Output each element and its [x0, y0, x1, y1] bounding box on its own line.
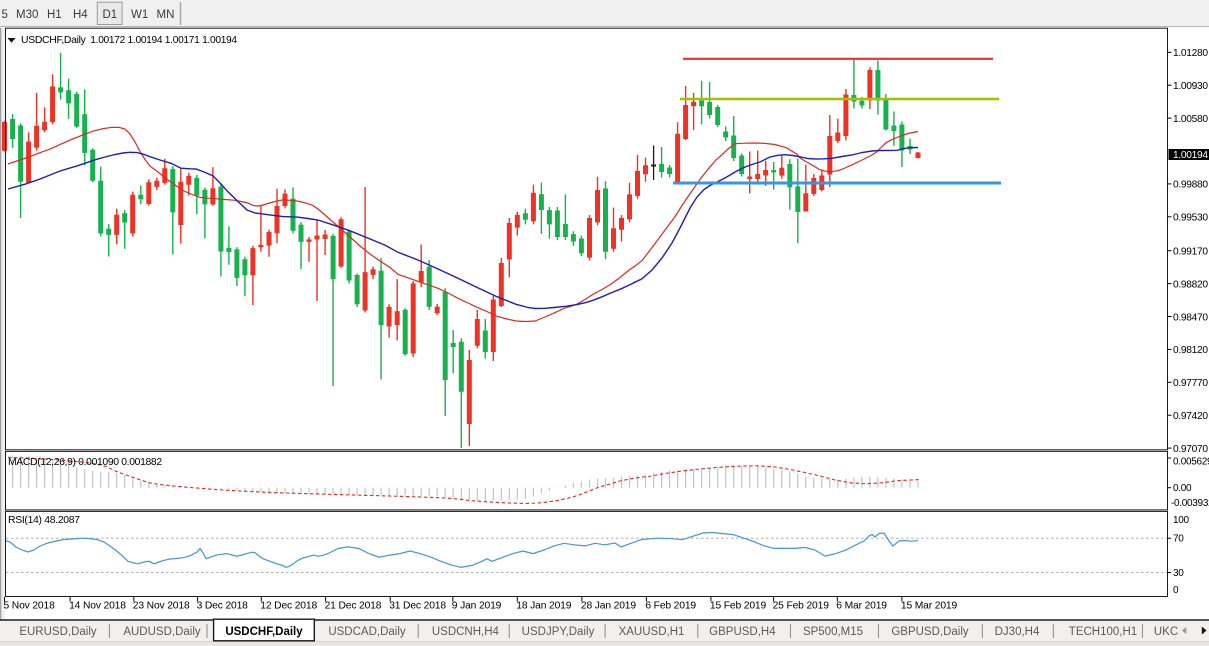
svg-text:USDCHF,Daily: USDCHF,Daily	[21, 35, 87, 46]
svg-text:0.98470: 0.98470	[1173, 312, 1208, 323]
svg-text:28 Jan 2019: 28 Jan 2019	[581, 601, 636, 612]
svg-text:SP500,M15: SP500,M15	[803, 626, 863, 638]
svg-text:14 Nov 2018: 14 Nov 2018	[69, 601, 126, 612]
svg-text:0.005629: 0.005629	[1173, 457, 1209, 468]
svg-text:1.00930: 1.00930	[1173, 81, 1208, 92]
svg-text:MN: MN	[157, 9, 175, 21]
svg-text:0.00: 0.00	[1173, 483, 1192, 494]
svg-text:31 Dec 2018: 31 Dec 2018	[389, 601, 446, 612]
svg-text:MACD(12,26,9) 0.001090 0.00188: MACD(12,26,9) 0.001090 0.001882	[8, 457, 162, 468]
svg-text:USDJPY,Daily: USDJPY,Daily	[522, 626, 595, 638]
svg-text:0.99880: 0.99880	[1173, 180, 1208, 191]
svg-text:1.01280: 1.01280	[1173, 48, 1208, 59]
svg-text:0.97770: 0.97770	[1173, 378, 1208, 389]
svg-text:15 Feb 2019: 15 Feb 2019	[710, 601, 767, 612]
svg-text:5 Nov 2018: 5 Nov 2018	[4, 601, 56, 612]
svg-text:GBPUSD,H4: GBPUSD,H4	[709, 626, 776, 638]
svg-text:DJ30,H4: DJ30,H4	[995, 626, 1040, 638]
svg-text:UKC: UKC	[1154, 626, 1178, 638]
svg-text:1.00194: 1.00194	[1173, 150, 1208, 161]
svg-text:30: 30	[1173, 568, 1184, 579]
svg-text:USDCAD,Daily: USDCAD,Daily	[328, 626, 406, 638]
svg-text:H1: H1	[47, 9, 62, 21]
svg-text:21 Dec 2018: 21 Dec 2018	[325, 601, 382, 612]
svg-text:TECH100,H1: TECH100,H1	[1069, 626, 1137, 638]
svg-text:0.98820: 0.98820	[1173, 279, 1208, 290]
svg-text:0: 0	[1173, 585, 1179, 596]
svg-text:0.97070: 0.97070	[1173, 444, 1208, 455]
svg-text:5: 5	[2, 9, 8, 21]
svg-text:EURUSD,Daily: EURUSD,Daily	[19, 626, 97, 638]
svg-text:M30: M30	[16, 9, 38, 21]
svg-text:GBPUSD,Daily: GBPUSD,Daily	[891, 626, 969, 638]
svg-text:USDCNH,H4: USDCNH,H4	[432, 626, 500, 638]
svg-text:70: 70	[1173, 534, 1184, 545]
svg-text:9 Jan 2019: 9 Jan 2019	[452, 601, 502, 612]
svg-text:0.97420: 0.97420	[1173, 411, 1208, 422]
svg-text:23 Nov 2018: 23 Nov 2018	[133, 601, 190, 612]
svg-text:12 Dec 2018: 12 Dec 2018	[260, 601, 317, 612]
svg-text:0.98120: 0.98120	[1173, 345, 1208, 356]
svg-text:W1: W1	[131, 9, 148, 21]
svg-text:100: 100	[1173, 515, 1190, 526]
svg-text:AUDUSD,Daily: AUDUSD,Daily	[123, 626, 201, 638]
svg-text:D1: D1	[103, 9, 118, 21]
svg-text:3 Dec 2018: 3 Dec 2018	[197, 601, 249, 612]
svg-text:25 Feb 2019: 25 Feb 2019	[773, 601, 830, 612]
svg-text:18 Jan 2019: 18 Jan 2019	[516, 601, 571, 612]
svg-text:1.00172 1.00194 1.00171 1.0019: 1.00172 1.00194 1.00171 1.00194	[90, 35, 237, 46]
svg-text:H4: H4	[73, 9, 88, 21]
svg-text:RSI(14) 48.2087: RSI(14) 48.2087	[8, 515, 80, 526]
svg-text:6 Mar 2019: 6 Mar 2019	[836, 601, 887, 612]
svg-text:XAUUSD,H1: XAUUSD,H1	[619, 626, 685, 638]
svg-text:0.99170: 0.99170	[1173, 247, 1208, 258]
svg-text:1.00580: 1.00580	[1173, 114, 1208, 125]
svg-text:-0.003932: -0.003932	[1171, 498, 1209, 509]
svg-text:USDCHF,Daily: USDCHF,Daily	[225, 626, 303, 638]
svg-text:6 Feb 2019: 6 Feb 2019	[645, 601, 696, 612]
svg-text:15 Mar 2019: 15 Mar 2019	[901, 601, 958, 612]
svg-text:0.99530: 0.99530	[1173, 213, 1208, 224]
